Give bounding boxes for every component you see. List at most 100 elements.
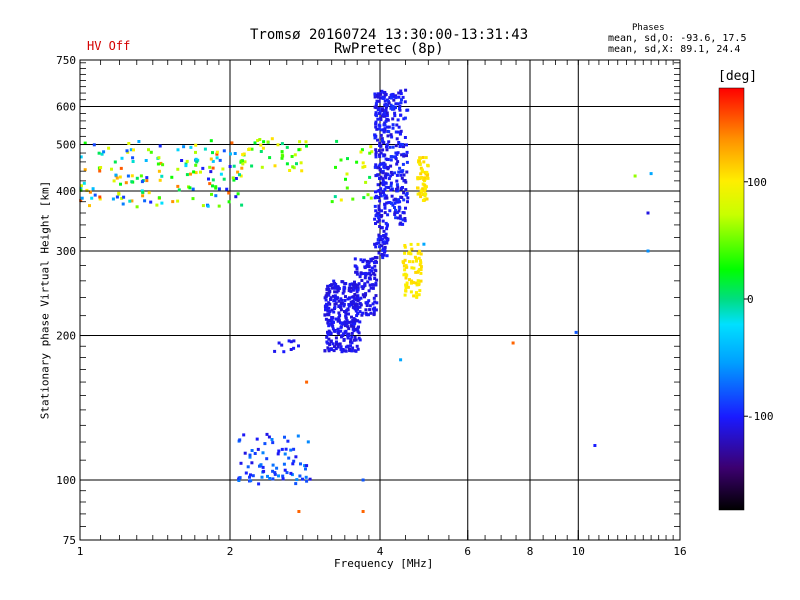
data-point [285, 162, 289, 166]
data-point [404, 193, 408, 197]
data-point [91, 187, 95, 191]
data-point [209, 170, 213, 174]
data-point [324, 306, 328, 310]
data-point [389, 164, 393, 168]
data-point [378, 162, 382, 166]
data-point [355, 302, 359, 306]
data-point [394, 96, 398, 100]
data-point [145, 176, 149, 180]
data-point [346, 307, 350, 311]
data-point [389, 188, 393, 192]
data-point [304, 140, 308, 144]
data-point [395, 211, 399, 214]
data-point [248, 455, 252, 459]
data-point [405, 143, 408, 147]
data-point [384, 185, 388, 189]
data-point [92, 143, 96, 147]
data-point [394, 216, 398, 220]
data-point [383, 112, 387, 115]
data-point [372, 296, 376, 300]
data-point [412, 266, 416, 270]
data-point [403, 244, 407, 247]
data-point [271, 441, 275, 445]
data-point [416, 186, 419, 190]
data-point [328, 309, 332, 313]
data-point [392, 155, 396, 159]
data-point [115, 195, 119, 199]
data-point [128, 199, 132, 203]
data-point [176, 184, 180, 188]
data-point [215, 156, 219, 160]
data-point [359, 150, 363, 154]
data-point [135, 176, 139, 180]
data-point [328, 322, 331, 326]
data-point [262, 469, 266, 473]
data-point [382, 90, 386, 94]
data-point [387, 99, 390, 103]
data-point [385, 125, 389, 129]
data-point [354, 283, 358, 287]
data-point [394, 208, 397, 212]
data-point [385, 148, 389, 152]
data-point [336, 296, 339, 300]
data-point [419, 166, 423, 170]
data-point [324, 304, 328, 308]
data-point [327, 291, 331, 295]
data-point [355, 290, 359, 294]
data-point [299, 462, 302, 466]
data-point [333, 305, 337, 309]
data-point [388, 145, 392, 149]
data-point [119, 166, 123, 170]
data-point [405, 281, 409, 285]
data-point [418, 249, 422, 253]
data-point [88, 190, 92, 194]
data-point [242, 152, 246, 156]
data-point [115, 176, 119, 180]
data-point [387, 101, 391, 105]
data-point [324, 298, 328, 302]
data-point [385, 143, 389, 147]
data-point [646, 249, 650, 253]
data-point [398, 107, 401, 110]
data-point [378, 199, 382, 203]
data-point [386, 157, 390, 161]
data-point [388, 96, 392, 100]
data-point [332, 310, 336, 314]
data-point [419, 265, 423, 269]
data-point [194, 157, 198, 161]
data-point [376, 138, 379, 142]
data-point [201, 166, 205, 170]
data-point [111, 197, 115, 201]
data-point [408, 260, 411, 264]
y-tick-label: 300 [56, 245, 76, 258]
data-point [206, 204, 210, 208]
data-point [385, 227, 389, 231]
data-point [350, 335, 354, 339]
data-point [400, 153, 404, 157]
data-point [378, 245, 381, 249]
data-point [390, 201, 393, 205]
data-point [131, 156, 135, 160]
data-point [336, 327, 340, 331]
data-point [369, 145, 373, 149]
data-point [327, 287, 331, 291]
data-point [231, 176, 235, 180]
data-point [339, 306, 343, 309]
data-point [387, 130, 391, 134]
data-point [211, 151, 214, 155]
data-point [283, 435, 286, 439]
data-point [347, 286, 351, 290]
data-point [327, 293, 331, 297]
data-point [421, 156, 425, 159]
data-point [199, 170, 202, 174]
data-point [410, 266, 414, 270]
data-point [389, 170, 393, 174]
data-point [387, 186, 391, 189]
data-point [137, 140, 141, 143]
data-point [158, 144, 162, 148]
data-point [102, 150, 106, 154]
data-point [397, 170, 401, 174]
data-point [343, 282, 347, 286]
data-point [97, 151, 101, 155]
